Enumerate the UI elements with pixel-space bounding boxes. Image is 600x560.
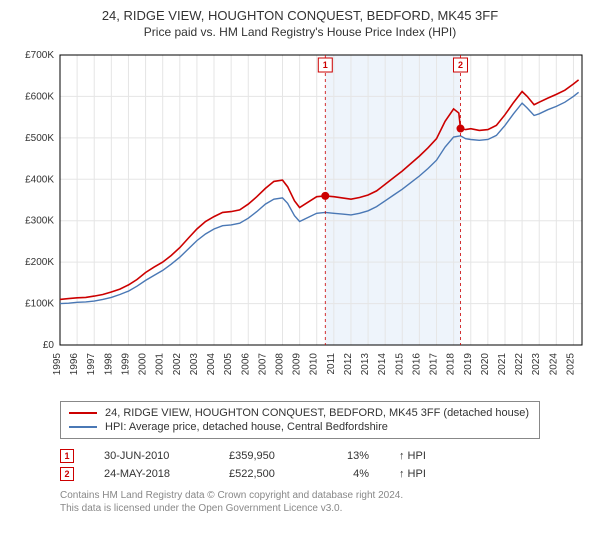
legend-row-property: 24, RIDGE VIEW, HOUGHTON CONQUEST, BEDFO… xyxy=(69,406,531,420)
svg-text:£200K: £200K xyxy=(25,257,54,268)
svg-text:1998: 1998 xyxy=(103,353,114,376)
sale-date: 30-JUN-2010 xyxy=(104,450,199,462)
svg-text:1999: 1999 xyxy=(120,353,131,376)
svg-text:2001: 2001 xyxy=(155,353,166,376)
sale-price: £522,500 xyxy=(229,468,299,480)
svg-text:1995: 1995 xyxy=(52,353,63,376)
svg-text:£400K: £400K xyxy=(25,174,54,185)
svg-text:1996: 1996 xyxy=(69,353,80,376)
sale-marker-2: 2 xyxy=(60,467,74,481)
svg-text:2019: 2019 xyxy=(463,353,474,376)
svg-text:2024: 2024 xyxy=(548,353,559,376)
svg-text:2: 2 xyxy=(458,60,463,70)
svg-text:2023: 2023 xyxy=(531,353,542,376)
svg-text:2002: 2002 xyxy=(172,353,183,376)
svg-text:2021: 2021 xyxy=(497,353,508,376)
sale-delta: ↑ HPI xyxy=(399,450,449,462)
svg-text:1997: 1997 xyxy=(86,353,97,376)
legend-row-hpi: HPI: Average price, detached house, Cent… xyxy=(69,420,531,434)
chart-subtitle: Price paid vs. HM Land Registry's House … xyxy=(10,25,590,39)
svg-text:2018: 2018 xyxy=(446,353,457,376)
svg-text:2025: 2025 xyxy=(565,353,576,376)
svg-text:2020: 2020 xyxy=(480,353,491,376)
svg-text:2009: 2009 xyxy=(292,353,303,376)
footer-attribution: Contains HM Land Registry data © Crown c… xyxy=(60,489,580,515)
svg-text:2008: 2008 xyxy=(274,353,285,376)
svg-text:£600K: £600K xyxy=(25,91,54,102)
svg-text:2010: 2010 xyxy=(309,353,320,376)
svg-text:2005: 2005 xyxy=(223,353,234,376)
svg-text:2003: 2003 xyxy=(189,353,200,376)
sales-table: 1 30-JUN-2010 £359,950 13% ↑ HPI 2 24-MA… xyxy=(60,447,580,483)
legend-swatch-hpi xyxy=(69,426,97,428)
footer-line: This data is licensed under the Open Gov… xyxy=(60,502,580,515)
svg-text:2012: 2012 xyxy=(343,353,354,376)
sale-delta: ↑ HPI xyxy=(399,468,449,480)
svg-text:2013: 2013 xyxy=(360,353,371,376)
svg-text:2017: 2017 xyxy=(429,353,440,376)
sale-pct: 13% xyxy=(329,450,369,462)
legend-label-hpi: HPI: Average price, detached house, Cent… xyxy=(105,421,388,433)
svg-text:2004: 2004 xyxy=(206,353,217,376)
svg-text:£300K: £300K xyxy=(25,216,54,227)
sale-row: 1 30-JUN-2010 £359,950 13% ↑ HPI xyxy=(60,447,580,465)
svg-text:£700K: £700K xyxy=(25,50,54,61)
svg-text:2014: 2014 xyxy=(377,353,388,376)
svg-text:£0: £0 xyxy=(43,340,55,351)
chart-title: 24, RIDGE VIEW, HOUGHTON CONQUEST, BEDFO… xyxy=(10,8,590,23)
svg-text:2016: 2016 xyxy=(411,353,422,376)
svg-text:£100K: £100K xyxy=(25,299,54,310)
sale-date: 24-MAY-2018 xyxy=(104,468,199,480)
svg-text:2000: 2000 xyxy=(138,353,149,376)
sale-price: £359,950 xyxy=(229,450,299,462)
legend-swatch-property xyxy=(69,412,97,414)
footer-line: Contains HM Land Registry data © Crown c… xyxy=(60,489,580,502)
line-chart-svg: £0 £100K £200K £300K £400K £500K £600K £700K 199… xyxy=(10,45,590,395)
legend-label-property: 24, RIDGE VIEW, HOUGHTON CONQUEST, BEDFO… xyxy=(105,407,529,419)
sale-pct: 4% xyxy=(329,468,369,480)
svg-text:2011: 2011 xyxy=(326,353,337,375)
chart-plot: £0 £100K £200K £300K £400K £500K £600K £700K 199… xyxy=(10,45,590,395)
svg-text:2006: 2006 xyxy=(240,353,251,376)
sale-row: 2 24-MAY-2018 £522,500 4% ↑ HPI xyxy=(60,465,580,483)
svg-text:2007: 2007 xyxy=(257,353,268,376)
svg-text:£500K: £500K xyxy=(25,133,54,144)
chart-container: 24, RIDGE VIEW, HOUGHTON CONQUEST, BEDFO… xyxy=(0,0,600,523)
svg-text:2015: 2015 xyxy=(394,353,405,376)
svg-text:2022: 2022 xyxy=(514,353,525,376)
legend-box: 24, RIDGE VIEW, HOUGHTON CONQUEST, BEDFO… xyxy=(60,401,540,439)
svg-text:1: 1 xyxy=(323,60,328,70)
sale-marker-1: 1 xyxy=(60,449,74,463)
